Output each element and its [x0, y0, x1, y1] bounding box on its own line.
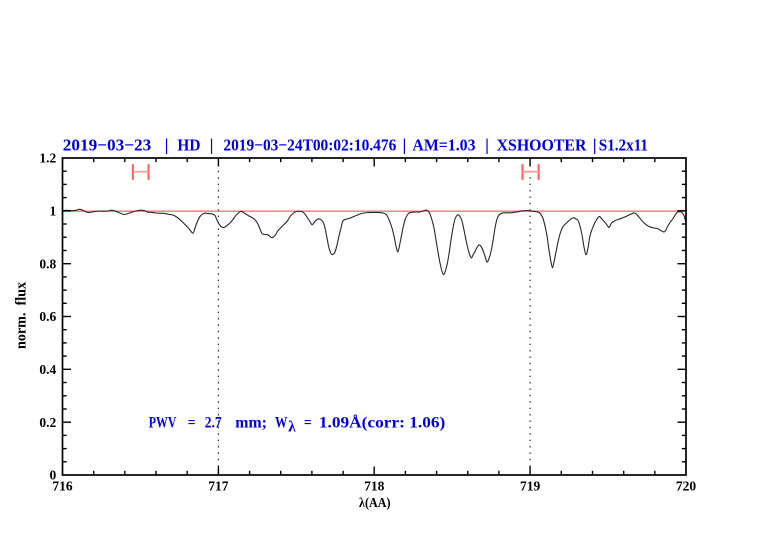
- svg-text:W: W: [275, 415, 288, 432]
- svg-text:|: |: [485, 136, 489, 155]
- svg-text:λ: λ: [288, 418, 296, 435]
- svg-text:|: |: [165, 136, 169, 155]
- svg-text:0.6: 0.6: [39, 309, 56, 324]
- svg-text:|: |: [593, 136, 597, 155]
- svg-text:2.7: 2.7: [205, 415, 222, 432]
- svg-text:0.2: 0.2: [39, 415, 56, 430]
- svg-text:HD: HD: [177, 136, 200, 155]
- svg-text:S1.2x11: S1.2x11: [599, 136, 648, 155]
- svg-text:0.4: 0.4: [39, 362, 56, 377]
- svg-text:2019−03−23: 2019−03−23: [63, 136, 152, 155]
- svg-text:719: 719: [520, 478, 541, 493]
- svg-text:|: |: [402, 136, 406, 155]
- svg-text:mm;: mm;: [235, 415, 267, 432]
- svg-text:716: 716: [52, 478, 73, 493]
- svg-text:2019−03−24T00:02:10.476: 2019−03−24T00:02:10.476: [223, 136, 396, 155]
- svg-text:PWV: PWV: [149, 415, 177, 432]
- svg-text:717: 717: [208, 478, 229, 493]
- svg-text:=: =: [188, 415, 196, 432]
- svg-text:718: 718: [364, 478, 385, 493]
- svg-text:0: 0: [50, 468, 57, 483]
- svg-text:1.09Å(corr: 1.06): 1.09Å(corr: 1.06): [319, 415, 445, 432]
- svg-text:=: =: [304, 415, 312, 432]
- svg-text:XSHOOTER: XSHOOTER: [497, 136, 587, 155]
- svg-text:1: 1: [50, 204, 57, 219]
- svg-text:norm. flux: norm. flux: [13, 281, 29, 349]
- svg-text:1.2: 1.2: [39, 151, 56, 166]
- svg-text:720: 720: [676, 478, 697, 493]
- svg-text:0.8: 0.8: [39, 256, 56, 271]
- svg-text:λ(AA): λ(AA): [359, 496, 391, 511]
- svg-text:|: |: [210, 136, 214, 155]
- svg-text:AM=1.03: AM=1.03: [412, 136, 475, 155]
